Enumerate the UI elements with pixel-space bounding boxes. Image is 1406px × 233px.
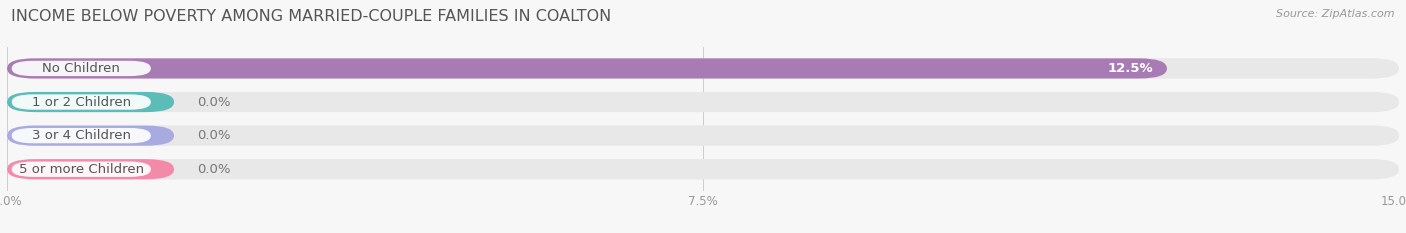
Text: 0.0%: 0.0% [197, 163, 231, 176]
FancyBboxPatch shape [7, 58, 1167, 79]
Text: 0.0%: 0.0% [197, 96, 231, 109]
Text: No Children: No Children [42, 62, 120, 75]
Text: INCOME BELOW POVERTY AMONG MARRIED-COUPLE FAMILIES IN COALTON: INCOME BELOW POVERTY AMONG MARRIED-COUPL… [11, 9, 612, 24]
Text: 3 or 4 Children: 3 or 4 Children [32, 129, 131, 142]
FancyBboxPatch shape [7, 126, 1399, 146]
Text: 1 or 2 Children: 1 or 2 Children [32, 96, 131, 109]
FancyBboxPatch shape [7, 92, 1399, 112]
Text: 0.0%: 0.0% [197, 129, 231, 142]
FancyBboxPatch shape [11, 61, 150, 76]
FancyBboxPatch shape [11, 128, 150, 143]
FancyBboxPatch shape [11, 94, 150, 110]
Text: 12.5%: 12.5% [1108, 62, 1153, 75]
Text: Source: ZipAtlas.com: Source: ZipAtlas.com [1277, 9, 1395, 19]
FancyBboxPatch shape [7, 159, 174, 179]
FancyBboxPatch shape [7, 126, 174, 146]
FancyBboxPatch shape [11, 161, 150, 177]
FancyBboxPatch shape [7, 159, 1399, 179]
FancyBboxPatch shape [7, 58, 1399, 79]
FancyBboxPatch shape [7, 92, 174, 112]
FancyBboxPatch shape [7, 92, 1399, 112]
FancyBboxPatch shape [7, 159, 1399, 179]
FancyBboxPatch shape [7, 126, 1399, 146]
FancyBboxPatch shape [7, 58, 1399, 79]
Text: 5 or more Children: 5 or more Children [18, 163, 143, 176]
